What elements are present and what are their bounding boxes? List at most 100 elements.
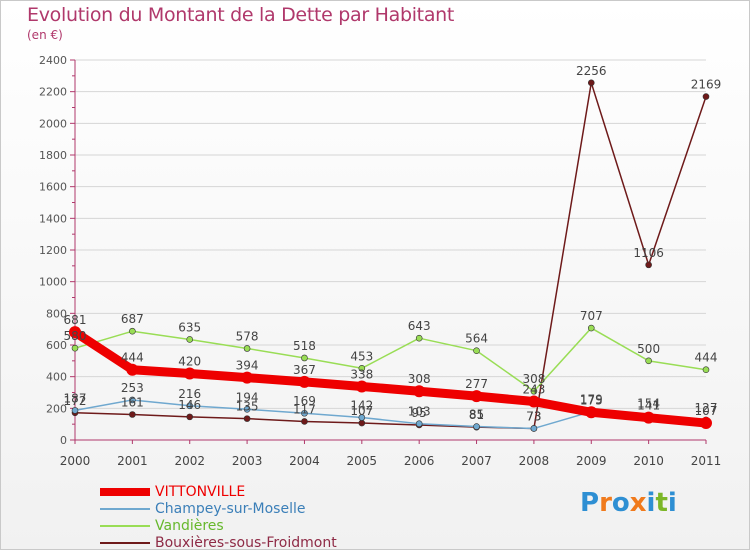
data-label: 107	[695, 404, 718, 418]
data-label: 73	[526, 409, 541, 423]
y-tick-label: 2000	[39, 117, 67, 130]
series-line	[74, 82, 707, 430]
data-label: 146	[178, 398, 201, 412]
x-tick-label: 2007	[461, 454, 492, 468]
data-point	[702, 366, 710, 374]
data-point	[645, 357, 652, 365]
data-label: 518	[293, 339, 316, 353]
data-label: 161	[121, 396, 144, 410]
data-point	[186, 413, 194, 421]
logo-letter: i	[667, 488, 677, 518]
data-point	[243, 345, 251, 352]
data-label: 367	[293, 363, 316, 377]
legend-swatch	[100, 508, 150, 510]
data-label: 564	[465, 332, 488, 346]
data-label: 338	[350, 367, 373, 381]
legend-label: Bouxières-sous-Froidmont	[155, 535, 337, 551]
data-point	[301, 418, 308, 425]
data-point	[129, 327, 136, 335]
series-line	[74, 327, 707, 392]
data-label: 85	[469, 408, 484, 422]
y-tick-label: 1800	[39, 149, 67, 162]
data-point	[71, 344, 79, 352]
data-point	[645, 261, 652, 269]
data-point	[358, 414, 366, 421]
legend-swatch	[100, 488, 150, 496]
legend-swatch	[100, 542, 150, 544]
data-point	[527, 395, 540, 408]
data-label: 216	[178, 387, 201, 401]
data-label: 394	[236, 359, 259, 373]
data-label: 681	[64, 313, 87, 327]
data-point	[585, 406, 598, 419]
data-point	[298, 375, 311, 388]
data-label: 2169	[691, 78, 722, 92]
data-point	[530, 387, 538, 395]
data-label: 707	[580, 309, 603, 323]
data-label: 103	[408, 405, 431, 419]
data-label: 308	[522, 372, 545, 386]
proxiti-logo: Proxiti	[580, 488, 677, 518]
data-point	[413, 385, 426, 398]
data-label: 73	[526, 409, 541, 423]
data-point	[415, 334, 423, 342]
y-tick-label: 800	[46, 307, 67, 320]
legend-swatch	[100, 525, 150, 527]
data-point	[473, 423, 480, 430]
legend-label: Vandières	[155, 518, 224, 534]
data-point	[243, 415, 251, 422]
y-tick-label: 1000	[39, 276, 67, 289]
x-tick-label: 2001	[117, 454, 148, 468]
data-label: 687	[121, 312, 144, 326]
y-tick-label: 1400	[39, 212, 67, 225]
unit-label: (en €)	[27, 28, 63, 42]
data-label: 453	[350, 349, 373, 363]
data-label: 420	[178, 355, 201, 369]
x-tick-label: 2009	[576, 454, 607, 468]
data-point	[355, 380, 368, 393]
data-point	[71, 407, 79, 414]
data-label: 169	[293, 394, 316, 408]
data-point	[186, 336, 194, 343]
data-label: 81	[469, 408, 484, 422]
data-point	[642, 411, 655, 424]
x-tick-label: 2002	[174, 454, 205, 468]
logo-letter: x	[629, 488, 647, 518]
data-label: 1106	[633, 246, 664, 260]
data-label: 135	[236, 400, 259, 414]
data-label: 172	[64, 394, 87, 408]
data-point	[587, 79, 595, 87]
data-label: 2256	[576, 64, 607, 78]
logo-letter: r	[599, 488, 612, 518]
data-point	[129, 396, 136, 404]
data-point	[702, 93, 710, 100]
data-label: 578	[236, 329, 259, 343]
y-tick-label: 2400	[39, 54, 67, 67]
data-point	[470, 390, 483, 403]
data-point	[186, 402, 194, 410]
data-label: 179	[580, 393, 603, 407]
data-point	[415, 420, 423, 427]
x-tick-label: 2004	[289, 454, 320, 468]
chart-title: Evolution du Montant de la Dette par Hab…	[27, 4, 455, 26]
x-tick-label: 2005	[347, 454, 378, 468]
data-point	[183, 367, 196, 380]
logo-letter: P	[580, 488, 600, 518]
data-label: 142	[350, 399, 373, 413]
data-point	[700, 417, 712, 430]
data-label: 127	[695, 401, 718, 415]
logo-letter: i	[646, 488, 656, 518]
data-label: 154	[637, 397, 660, 411]
data-point	[358, 364, 366, 372]
data-label: 117	[293, 402, 316, 416]
y-tick-label: 1200	[39, 244, 67, 257]
data-point	[301, 354, 308, 362]
x-tick-label: 2006	[404, 454, 435, 468]
data-label: 243	[522, 383, 545, 397]
legend-label: Champey-sur-Moselle	[155, 501, 306, 517]
y-tick-label: 2200	[39, 86, 67, 99]
data-label: 95	[412, 406, 427, 420]
x-tick-label: 2011	[691, 454, 722, 468]
data-point	[587, 324, 595, 332]
data-label: 643	[408, 319, 431, 333]
